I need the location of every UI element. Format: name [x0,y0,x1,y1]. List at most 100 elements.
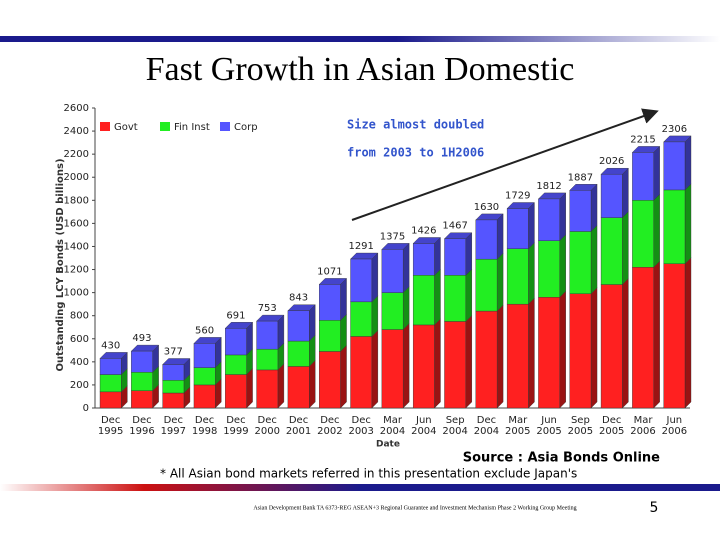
y-tick-label: 2000 [64,172,89,183]
x-tick-label: Mar 2006 [630,415,655,437]
x-tick-label: Jun 2006 [662,415,687,437]
legend-swatch [220,122,230,131]
total-label: 560 [195,325,214,336]
bar-side [340,313,347,352]
bar-segment [600,174,623,218]
bar-segment [162,392,185,409]
bar-side [684,257,692,409]
bar-segment [569,231,592,294]
bar-side [465,268,472,322]
bar-segment [412,243,435,276]
bar-segment [475,258,498,312]
bar-side [496,213,504,260]
x-tick-label: Jun 2005 [536,415,561,437]
total-label: 1729 [505,191,530,202]
bar-segment [131,350,153,373]
bar-side [684,183,692,265]
bar-segment [538,198,560,241]
y-tick-label: 1200 [64,265,89,276]
bar-side [528,297,535,409]
bar-segment [131,390,153,409]
bar-side [402,323,410,409]
bar-segment [193,384,216,409]
annotation: from 2003 to 1H2006 [347,146,484,160]
x-tick-label: Dec 2003 [348,415,373,437]
bar-segment [99,374,122,393]
total-label: 691 [226,310,245,321]
bar-side [434,236,441,276]
bar-segment [193,343,216,368]
bar-side [622,278,629,409]
bar-segment [632,200,654,268]
total-label: 753 [258,303,277,314]
bar-segment [350,301,373,337]
total-label: 2215 [630,134,655,145]
bar-segment [381,292,404,330]
footer-text: Asian Development Bank TA 6373-REG ASEAN… [253,505,576,511]
y-tick-label: 600 [70,334,89,345]
bar-segment [475,310,498,409]
header-bar [0,36,720,42]
bar-side [277,363,285,409]
bar-side [340,344,347,409]
bar-segment [538,240,560,298]
x-tick-label: Dec 1999 [223,415,248,437]
bar-segment [663,189,686,264]
legend-swatch [100,122,110,131]
bar-side [465,232,472,276]
bar-segment [225,374,247,409]
x-tick-label: Mar 2005 [505,415,530,437]
x-axis-label: Date [376,440,400,450]
bar-segment [381,249,404,293]
total-label: 377 [164,347,183,358]
legend-label: Govt [114,122,138,133]
bar-segment [350,336,373,409]
bar-side [309,304,316,342]
x-tick-label: Dec 2000 [255,415,280,437]
bar-side [496,304,504,409]
bar-segment [256,348,279,371]
bar-segment [538,297,560,409]
bar-segment [632,267,654,409]
y-tick-label: 1800 [64,195,89,206]
x-tick-label: Dec 1998 [192,415,217,437]
total-label: 493 [132,333,151,344]
bar-side [402,286,410,331]
bar-segment [287,340,310,367]
x-tick-label: Sep 2005 [568,415,593,437]
bar-segment [444,321,466,409]
trend-arrow [351,108,659,221]
bar-side [622,211,629,286]
bar-segment [131,372,153,391]
bar-segment [99,391,122,409]
bar-side [590,224,598,295]
bar-segment [412,324,435,409]
bar-side [371,295,379,337]
bar-segment [444,275,466,322]
bar-segment [569,190,592,232]
bar-side [434,318,441,409]
y-tick-label: 200 [70,380,89,391]
bar-side [340,277,347,321]
bar-side [402,242,410,294]
bar-side [653,145,660,201]
total-label: 430 [101,340,120,351]
total-label: 1812 [536,181,561,192]
bar-segment [256,369,279,409]
bar-segment [444,238,466,276]
bar-side [309,359,316,409]
total-label: 1467 [442,221,467,232]
x-tick-label: Dec 1997 [161,415,186,437]
total-label: 1291 [348,241,373,252]
bar-segment [381,329,404,409]
bar-segment [663,263,686,409]
bar-segment [412,275,435,326]
x-tick-label: Mar 2004 [380,415,405,437]
x-tick-label: Dec 2005 [599,415,624,437]
y-tick-label: 2600 [64,103,89,114]
bar-side [559,290,566,409]
bar-segment [99,358,122,375]
bar-segment [475,219,498,260]
bar-side [653,193,660,268]
